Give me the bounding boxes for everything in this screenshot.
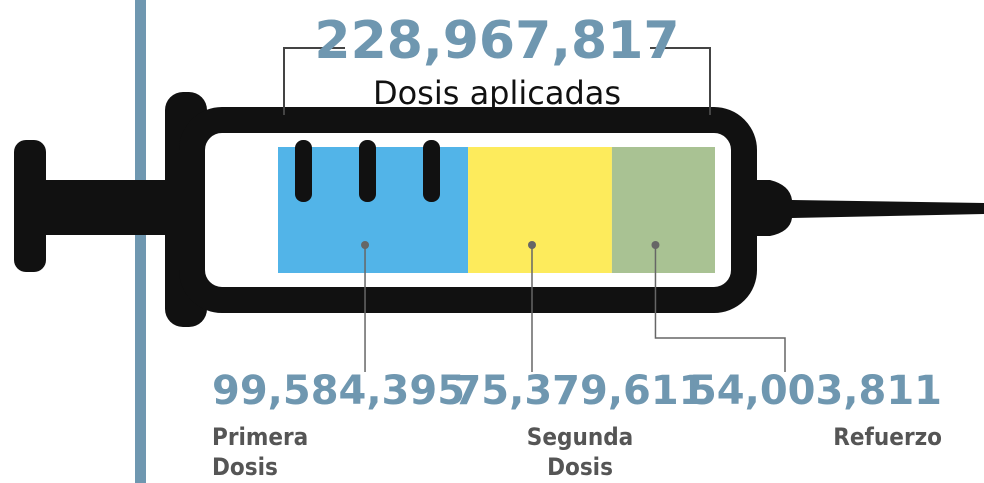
infographic: 228,967,817 Dosis aplicadas 99,584,39575… — [0, 0, 984, 483]
leader-dot — [651, 241, 659, 249]
needle — [735, 180, 984, 236]
graduation — [295, 140, 312, 202]
dose-name: Refuerzo — [780, 422, 942, 452]
plunger-rod — [40, 180, 180, 235]
dose-name: Segunda Dosis — [515, 422, 645, 482]
graduation — [423, 140, 440, 202]
syringe-chart: 228,967,817 Dosis aplicadas 99,584,39575… — [0, 0, 984, 483]
dose-value: 99,584,395 — [212, 368, 465, 414]
leader-dot — [361, 241, 369, 249]
dose-value: 54,003,811 — [689, 368, 942, 414]
dose-segment — [468, 147, 612, 273]
graduation — [359, 140, 376, 202]
dose-value: 75,379,611 — [453, 368, 706, 414]
dose-segment — [612, 147, 715, 273]
dose-name: Primera Dosis — [212, 422, 332, 482]
total-value: 228,967,817 — [314, 11, 679, 71]
divider — [135, 0, 146, 483]
leader-dot — [528, 241, 536, 249]
total-caption: Dosis aplicadas — [373, 74, 621, 112]
